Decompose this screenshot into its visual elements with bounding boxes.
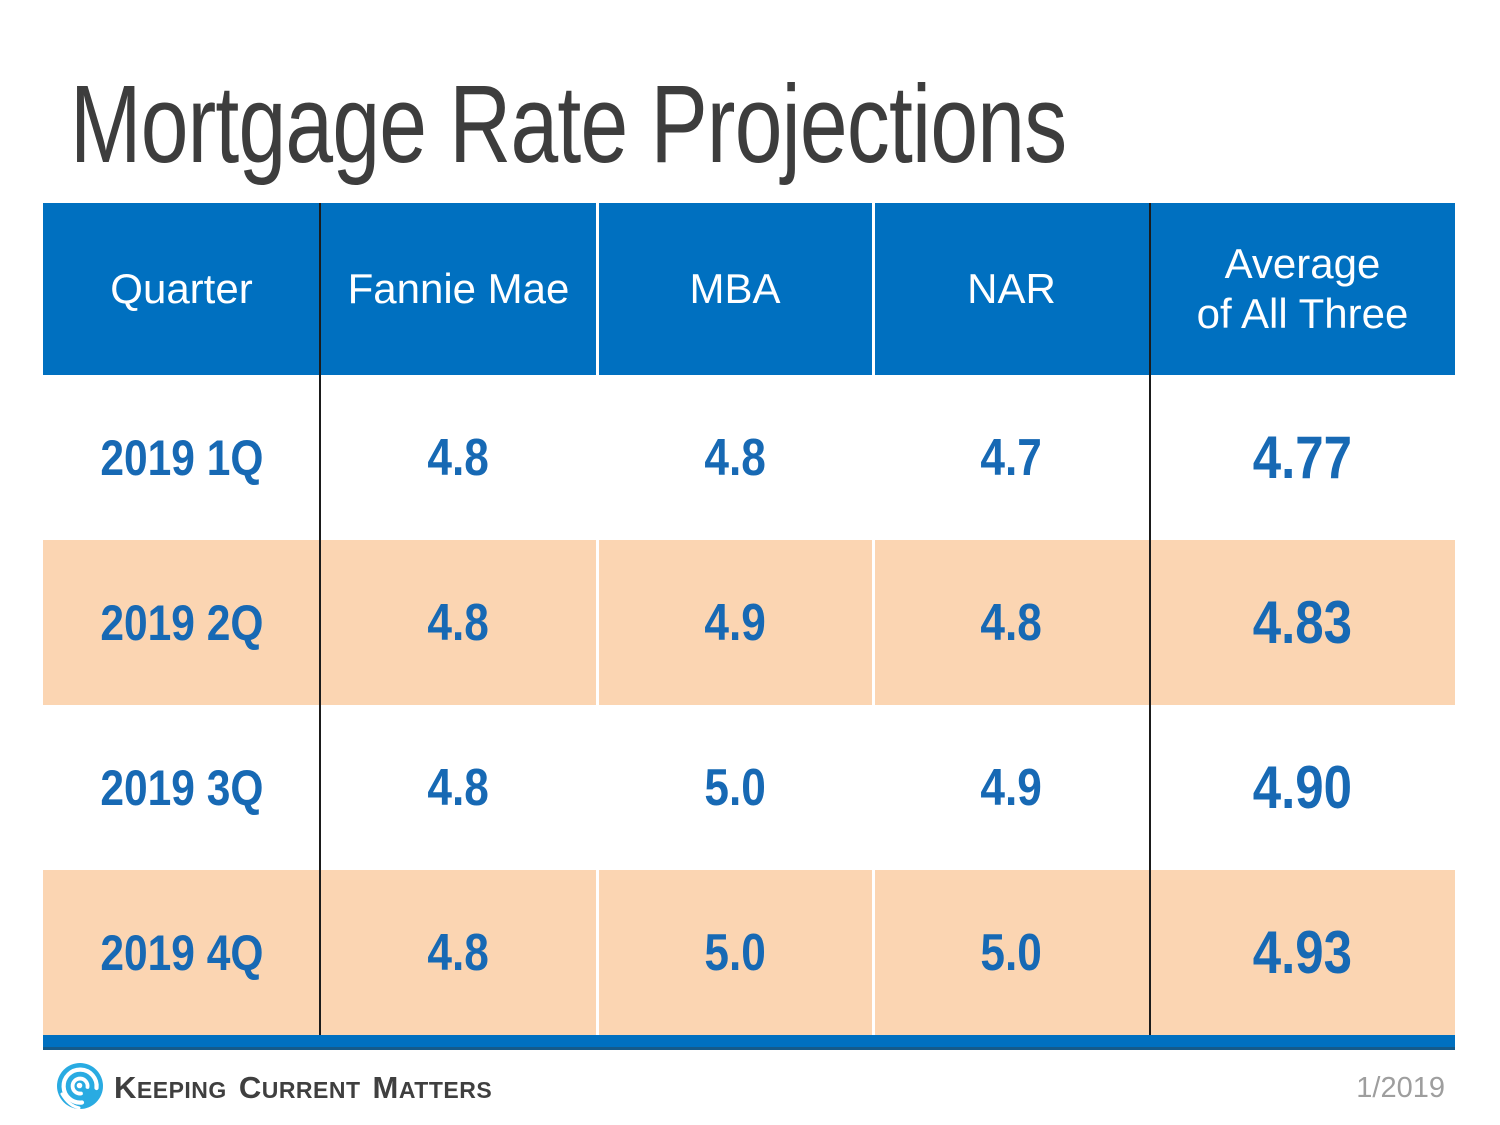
rate-cell: 5.0 xyxy=(873,870,1150,1035)
quarter-cell: 2019 1Q xyxy=(43,375,320,540)
rate-value: 4.8 xyxy=(427,428,490,487)
column-separator xyxy=(872,203,875,1035)
brand-letter: K xyxy=(114,1070,137,1105)
rate-cell: 4.8 xyxy=(597,375,873,540)
rate-value: 5.0 xyxy=(704,923,766,982)
header-label: Average of All Three xyxy=(1196,240,1409,337)
table-row: 2019 4Q 4.8 5.0 5.0 4.93 xyxy=(43,870,1455,1035)
quarter-cell: 2019 4Q xyxy=(43,870,320,1035)
rate-value: 4.8 xyxy=(427,593,490,652)
brand-letters: EEPING xyxy=(136,1077,227,1103)
quarter-value: 2019 2Q xyxy=(99,594,264,651)
average-cell: 4.83 xyxy=(1150,540,1455,705)
rate-cell: 4.8 xyxy=(320,705,597,870)
rate-cell: 5.0 xyxy=(597,705,873,870)
table-row: 2019 1Q 4.8 4.8 4.7 4.77 xyxy=(43,375,1455,540)
quarter-value: 2019 3Q xyxy=(99,759,264,816)
rate-value: 5.0 xyxy=(704,758,766,817)
average-value: 4.83 xyxy=(1252,589,1353,656)
rate-value: 4.8 xyxy=(980,593,1043,652)
header-cell-quarter: Quarter xyxy=(43,203,320,375)
rate-value: 5.0 xyxy=(980,923,1043,982)
header-cell-nar: NAR xyxy=(873,203,1150,375)
kcm-swirl-icon xyxy=(57,1063,103,1110)
average-cell: 4.77 xyxy=(1150,375,1455,540)
rate-cell: 4.8 xyxy=(320,870,597,1035)
rate-cell: 4.9 xyxy=(597,540,873,705)
brand-letters: URRENT xyxy=(261,1077,361,1103)
brand-word: CURRENT xyxy=(239,1068,361,1114)
slide-date: 1/2019 xyxy=(1356,1072,1445,1104)
table-row: 2019 2Q 4.8 4.9 4.8 4.83 xyxy=(43,540,1455,705)
header-label: Fannie Mae xyxy=(347,265,570,313)
column-separator xyxy=(596,203,599,1035)
column-divider xyxy=(1149,203,1151,1035)
header-label: Quarter xyxy=(110,265,253,313)
brand-letter: M xyxy=(372,1070,399,1105)
rate-value: 4.9 xyxy=(704,593,766,652)
rate-cell: 4.9 xyxy=(873,705,1150,870)
rate-cell: 4.8 xyxy=(873,540,1150,705)
header-label: MBA xyxy=(689,265,781,313)
rate-cell: 4.7 xyxy=(873,375,1150,540)
quarter-value: 2019 1Q xyxy=(99,429,264,486)
average-cell: 4.90 xyxy=(1150,705,1455,870)
quarter-cell: 2019 3Q xyxy=(43,705,320,870)
rate-cell: 4.8 xyxy=(320,540,597,705)
average-value: 4.77 xyxy=(1252,424,1353,491)
rate-cell: 4.8 xyxy=(320,375,597,540)
header-cell-mba: MBA xyxy=(597,203,873,375)
rate-cell: 5.0 xyxy=(597,870,873,1035)
column-divider xyxy=(319,203,321,1035)
brand-letters: ATTERS xyxy=(398,1077,493,1103)
brand-wordmark: KEEPING CURRENT MATTERS xyxy=(114,1068,504,1108)
table-row: 2019 3Q 4.8 5.0 4.9 4.90 xyxy=(43,705,1455,870)
rate-value: 4.9 xyxy=(980,758,1043,817)
quarter-cell: 2019 2Q xyxy=(43,540,320,705)
average-value: 4.90 xyxy=(1252,754,1353,821)
brand-word: MATTERS xyxy=(373,1068,493,1114)
brand-word: KEEPING xyxy=(114,1068,227,1114)
table-header-row: Quarter Fannie Mae MBA NAR Average of Al… xyxy=(43,203,1455,375)
header-label: NAR xyxy=(967,265,1056,313)
brand-letter: C xyxy=(238,1070,262,1105)
header-cell-fannie-mae: Fannie Mae xyxy=(320,203,597,375)
quarter-value: 2019 4Q xyxy=(99,924,264,981)
page-title: Mortgage Rate Projections xyxy=(70,63,1067,186)
rate-value: 4.8 xyxy=(427,758,490,817)
projections-table: Quarter Fannie Mae MBA NAR Average of Al… xyxy=(43,203,1455,1050)
average-value: 4.93 xyxy=(1252,919,1353,986)
rate-value: 4.8 xyxy=(704,428,766,487)
header-cell-average: Average of All Three xyxy=(1150,203,1455,375)
table-bottom-bar xyxy=(43,1035,1455,1050)
average-cell: 4.93 xyxy=(1150,870,1455,1035)
rate-value: 4.7 xyxy=(980,428,1043,487)
rate-value: 4.8 xyxy=(427,923,490,982)
